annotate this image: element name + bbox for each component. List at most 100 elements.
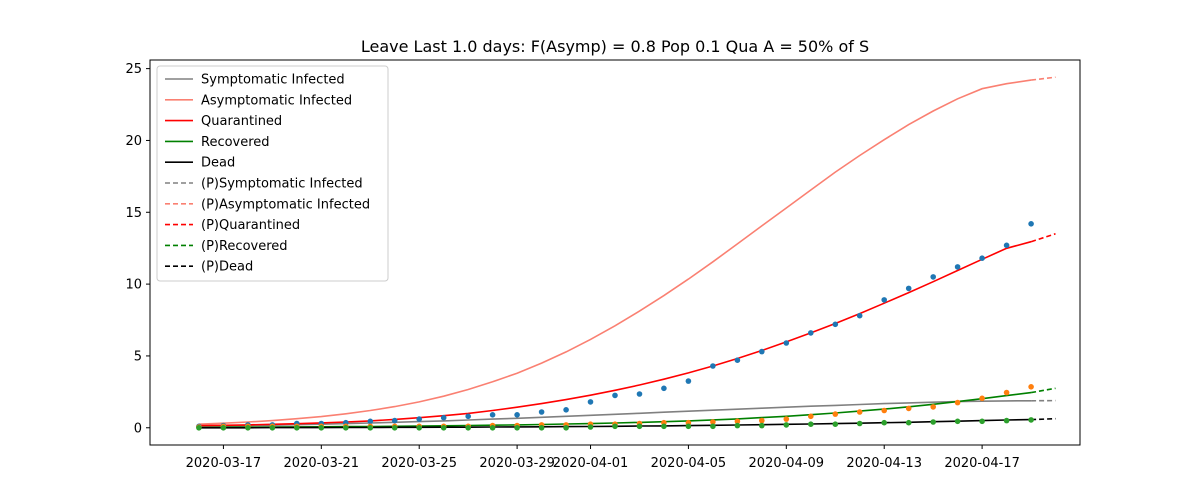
scatter-point-2 [881,419,887,426]
projection-line-dead [1031,417,1056,421]
scatter-point-2 [465,425,472,431]
scatter-point-1 [979,395,985,402]
scatter-point-0 [465,413,472,420]
scatter-point-0 [587,399,594,405]
legend-label: Dead [201,156,235,171]
axes-frame [149,59,1081,446]
scatter-point-0 [440,414,447,421]
x-tick-label: 2020-04-05 [651,456,727,471]
scatter-point-1 [1003,389,1010,396]
scatter-point-0 [538,409,545,415]
scatter-point-0 [636,391,643,397]
scatter-point-2 [440,425,447,431]
scatter-point-1 [808,413,814,420]
scatter-point-2 [563,425,569,431]
projection-line-recovered [1030,387,1056,394]
scatter-point-0 [734,357,741,364]
scatter-point-0 [391,417,398,424]
scatter-point-1 [783,416,790,422]
scatter-point-2 [538,425,545,431]
scatter-point-1 [832,411,839,417]
scatter-point-2 [220,425,227,431]
scatter-point-1 [710,419,716,425]
scatter-point-0 [759,348,765,355]
legend: Symptomatic Infected Asymptomatic Infecte… [156,65,389,282]
x-tick-label: 2020-04-13 [846,456,922,471]
scatter-point-1 [1028,384,1034,390]
scatter-point-2 [587,424,594,430]
y-tick-label: 20 [125,134,142,149]
scatter-point-0 [905,285,912,292]
chart-title: Leave Last 1.0 days: F(Asymp) = 0.8 Pop … [361,37,869,56]
legend-label: (P)Recovered [201,239,288,254]
y-tick-label: 5 [134,349,142,364]
scatter-point-2 [1028,417,1034,423]
scatter-point-2 [979,418,985,425]
scatter-point-1 [954,399,961,406]
series-line-quarantined [198,240,1032,427]
legend-label: Quarantined [201,114,282,129]
x-tick-label: 2020-03-25 [381,456,457,471]
scatter-point-0 [832,321,839,328]
scatter-point-2 [734,422,741,429]
scatter-point-2 [759,422,765,429]
scatter-point-0 [661,385,667,392]
scatter-point-2 [832,421,839,428]
scatter-point-2 [514,425,520,431]
scatter-point-2 [245,425,251,431]
scatter-point-2 [1003,417,1010,424]
scatter-point-0 [685,378,692,384]
scatter-point-2 [808,421,814,428]
scatter-point-2 [930,419,936,425]
scatter-point-0 [563,407,569,413]
x-tick-label: 2020-04-17 [944,456,1020,471]
scatter-point-1 [905,405,912,412]
projection-line-asymptomatic-infected [1031,76,1056,81]
scatter-point-1 [856,409,863,415]
scatter-points [196,221,1034,431]
scatter-point-0 [489,412,496,418]
scatter-point-0 [1028,221,1034,227]
legend-label: Symptomatic Infected [201,73,345,88]
x-tick-label: 2020-03-21 [284,456,360,471]
scatter-point-0 [954,264,961,270]
scatter-point-1 [759,417,765,424]
scatter-point-2 [294,425,300,431]
y-tick-label: 10 [125,278,142,293]
scatter-point-2 [954,418,961,425]
scatter-point-2 [783,422,790,428]
scatter-point-2 [416,425,423,431]
y-tick-label: 15 [125,206,142,221]
scatter-point-1 [734,418,741,425]
scatter-point-0 [979,255,985,261]
x-tick-label: 2020-03-29 [479,456,555,471]
x-tick-label: 2020-03-17 [186,456,262,471]
legend-label: (P)Quarantined [201,218,300,233]
legend-label: Recovered [201,135,270,150]
scatter-point-2 [343,425,349,431]
legend-label: Asymptomatic Infected [201,93,352,108]
scatter-point-2 [489,425,496,431]
scatter-point-2 [612,423,618,430]
scatter-point-2 [856,420,863,427]
scatter-point-2 [636,423,643,430]
scatter-point-0 [416,416,423,422]
y-tick-label: 25 [125,62,142,77]
scatter-point-0 [612,392,618,399]
scatter-point-0 [881,297,887,303]
scatter-point-2 [318,425,325,431]
scatter-point-0 [783,340,790,346]
y-tick-label: 0 [134,421,142,436]
scatter-point-1 [930,404,936,410]
scatter-point-0 [710,363,716,369]
scatter-point-2 [391,425,398,431]
scatter-point-2 [269,425,276,431]
scatter-point-0 [856,312,863,319]
series-line-asymptomatic-infected [198,79,1032,425]
axes: 0 5 10 15 20 25 2020-03-17 2020-03-21 2020-03-25… [125,59,1081,471]
scatter-point-2 [905,419,912,426]
legend-label: (P)Dead [201,260,253,275]
x-tick-label: 2020-04-01 [553,456,629,471]
scatter-point-2 [661,423,667,430]
